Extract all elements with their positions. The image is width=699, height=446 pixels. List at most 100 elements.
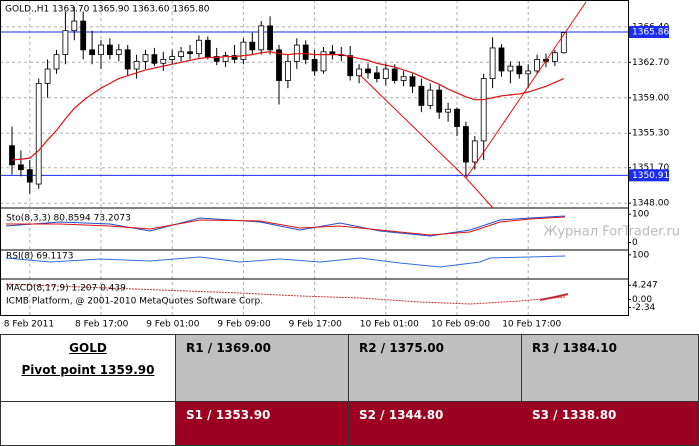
s-cell: S1 / 1353.90 (175, 401, 349, 446)
sto-signal (6, 216, 566, 236)
x-tick-label: 10 Feb 17:00 (502, 320, 561, 330)
candle-body (195, 39, 202, 55)
candle-body (400, 76, 407, 81)
candle-body (552, 52, 558, 62)
candle-body (489, 47, 496, 79)
candle-body (115, 49, 122, 56)
candle-body (480, 78, 487, 142)
panel-title: RSI(8) 69.1173 (6, 252, 73, 262)
plot-bg (0, 0, 628, 316)
candle-body (462, 126, 469, 163)
candle-body (62, 30, 69, 56)
level-box (629, 26, 669, 39)
level-label: 1350.91 (632, 171, 669, 181)
candle-body (471, 140, 478, 163)
candle-body (17, 164, 24, 171)
candle-body (71, 20, 78, 32)
macd-signal (5, 283, 566, 305)
candle-body (44, 68, 51, 84)
candle-body (507, 65, 514, 72)
candle-body (284, 60, 291, 81)
candle-body (80, 20, 87, 51)
candle-body (498, 47, 505, 72)
r-cell: R3 / 1384.10 (521, 334, 699, 402)
candle-body (436, 89, 443, 113)
candle-body (454, 108, 460, 127)
moving-average (11, 51, 565, 161)
panel-tick-label: 0.00 (632, 295, 652, 305)
s-cell: S3 / 1338.80 (521, 401, 699, 446)
candle-body (89, 49, 95, 56)
candle-body (231, 55, 238, 60)
candle-body (302, 44, 309, 60)
copyright: ICMB Platform, @ 2001-2010 MetaQuotes So… (6, 297, 263, 307)
candle-body (151, 54, 158, 64)
panel-tick-label: 0 (632, 238, 638, 248)
level-label: 1365.86 (632, 28, 669, 38)
x-tick-label: 9 Feb 17:00 (289, 320, 343, 330)
panel-tick-label: 100 (632, 250, 649, 260)
panel-tick-label: 100 (632, 210, 649, 220)
x-tick-label: 8 Feb 2011 (4, 320, 54, 330)
frame (0, 0, 629, 316)
candle-body (418, 85, 425, 106)
candle-body (107, 44, 113, 56)
chart: Журнал ForTrader.ru Sto(8,3,3) 80.8594 7… (0, 0, 680, 330)
candle-body (427, 89, 434, 106)
panel-tick-label: 4.247 (632, 281, 658, 291)
level-box (629, 169, 669, 182)
candle-body (276, 49, 282, 81)
candle-body (124, 49, 131, 70)
s-cell: S2 / 1344.80 (348, 401, 522, 446)
candle-body (311, 59, 318, 72)
candle-body (382, 68, 389, 79)
candle-body (534, 59, 540, 72)
panel-tick-label: -2.34 (632, 303, 656, 313)
candle-body (142, 54, 149, 62)
candle-body (525, 70, 532, 75)
panel-title: Sto(8,3,3) 80.8594 73.2073 (6, 214, 131, 224)
y-tick-label: 1362.70 (632, 58, 669, 68)
candle-body (204, 39, 211, 57)
r-cell: R1 / 1369.00 (175, 334, 349, 402)
candle-body (365, 68, 371, 74)
macd-hist (539, 293, 569, 301)
candle-body (267, 25, 274, 51)
candle-body (409, 76, 416, 87)
candle-body (373, 72, 380, 79)
candle-body (169, 56, 176, 60)
candle-body (222, 55, 229, 62)
candle-body (26, 169, 33, 183)
candle-body (249, 41, 256, 51)
r-cell: R2 / 1375.00 (348, 334, 522, 402)
candle-body (98, 44, 104, 56)
y-tick-label: 1359.00 (632, 93, 669, 103)
candle-body (391, 68, 398, 81)
x-tick-label: 9 Feb 09:00 (217, 320, 271, 330)
candle-body (240, 41, 247, 60)
rsi-line (5, 255, 566, 268)
candle-body (53, 54, 60, 70)
candle-body (178, 51, 185, 57)
candle-body (347, 55, 354, 77)
chart-title: GOLD.,H1 1363.70 1365.90 1363.60 1365.80 (5, 5, 210, 15)
candle-body (35, 82, 42, 185)
main-panel (0, 0, 628, 316)
symbol: GOLD (69, 341, 107, 355)
x-tick-label: 10 Feb 09:00 (431, 320, 490, 330)
x-tick-label: 8 Feb 17:00 (75, 320, 129, 330)
candle-body (356, 68, 363, 77)
trendline (465, 1, 587, 179)
candle-body (258, 25, 265, 51)
candle-body (516, 65, 523, 75)
y-tick-label: 1351.70 (632, 163, 669, 173)
pivot: Pivot point 1359.90 (21, 363, 155, 377)
x-tick-label: 10 Feb 01:00 (360, 320, 419, 330)
y-tick-label: 1348.00 (632, 199, 669, 209)
candle-body (187, 51, 193, 55)
panel-title: MACD(8,17,9) 1.207 0.439 (6, 284, 126, 294)
y-tick-label: 1355.30 (632, 129, 669, 139)
x-tick-label: 9 Feb 01:00 (146, 320, 200, 330)
candle-body (160, 59, 167, 64)
